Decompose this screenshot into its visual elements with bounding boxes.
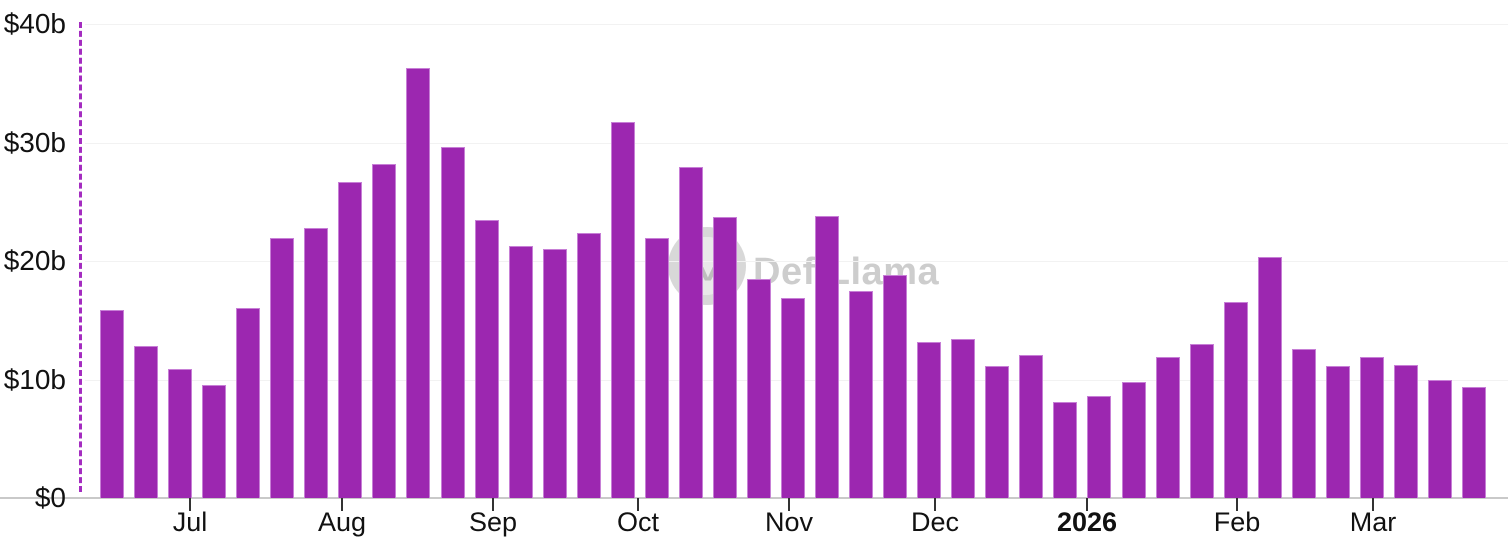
bar[interactable] — [1224, 302, 1248, 498]
bar[interactable] — [1087, 396, 1111, 498]
bar[interactable] — [1326, 366, 1350, 498]
bar[interactable] — [747, 278, 771, 498]
bar[interactable] — [338, 181, 362, 498]
x-axis-tick-label: Oct — [616, 507, 660, 537]
y-gridline — [85, 142, 1508, 144]
bar[interactable] — [509, 245, 533, 498]
bar[interactable] — [815, 215, 839, 498]
bar[interactable] — [1190, 343, 1214, 498]
x-axis-tick — [189, 498, 191, 511]
bar[interactable] — [781, 297, 805, 498]
x-axis-tick-label: Nov — [764, 507, 814, 537]
bar[interactable] — [100, 309, 124, 498]
bar[interactable] — [1292, 348, 1316, 498]
x-axis-tick-label: Jul — [172, 507, 208, 537]
bar[interactable] — [270, 238, 294, 498]
bar[interactable] — [441, 147, 465, 498]
watermark-text: DefiLlama — [753, 251, 940, 293]
bar[interactable] — [883, 275, 907, 498]
bar[interactable] — [543, 249, 567, 498]
bar[interactable] — [406, 67, 430, 498]
x-axis-tick-label: 2026 — [1056, 507, 1118, 537]
bar[interactable] — [951, 339, 975, 498]
bar[interactable] — [1053, 402, 1077, 498]
x-axis-tick-label: Sep — [468, 507, 518, 537]
x-axis-tick — [1086, 498, 1088, 511]
x-axis-line — [0, 497, 1508, 499]
bar[interactable] — [372, 163, 396, 498]
bar[interactable] — [645, 238, 669, 498]
x-axis-tick — [1372, 498, 1374, 511]
bar[interactable] — [168, 368, 192, 498]
x-axis-tick-label: Mar — [1349, 507, 1397, 537]
x-axis-tick — [1236, 498, 1238, 511]
y-gridline — [85, 261, 1508, 262]
bar[interactable] — [917, 341, 941, 498]
x-axis-tick — [934, 498, 936, 511]
bar[interactable] — [577, 232, 601, 498]
bar[interactable] — [236, 308, 260, 498]
y-axis-tick-label: $40b — [3, 8, 66, 39]
bar[interactable] — [304, 227, 328, 498]
y-gridline — [85, 24, 1508, 25]
y-axis-dashed-line — [79, 22, 82, 492]
x-axis-tick-label: Feb — [1213, 507, 1261, 537]
bar[interactable] — [985, 366, 1009, 498]
y-axis-tick-label: $0 — [34, 482, 66, 513]
bar[interactable] — [475, 219, 499, 498]
bar[interactable] — [849, 290, 873, 498]
bar[interactable] — [1019, 354, 1043, 498]
bar[interactable] — [1462, 386, 1486, 498]
x-axis-tick — [341, 498, 343, 511]
bar[interactable] — [1122, 381, 1146, 498]
bar[interactable] — [134, 346, 158, 498]
bar[interactable] — [679, 167, 703, 498]
x-axis-tick — [492, 498, 494, 511]
bar[interactable] — [202, 385, 226, 498]
bar[interactable] — [1394, 365, 1418, 498]
x-axis-tick — [637, 498, 639, 511]
bar[interactable] — [611, 122, 635, 498]
bar[interactable] — [1156, 356, 1180, 498]
y-axis-tick-label: $10b — [3, 363, 66, 395]
x-axis-tick-label: Dec — [910, 507, 960, 537]
bar[interactable] — [1360, 356, 1384, 498]
x-axis-tick — [788, 498, 790, 511]
bar[interactable] — [1258, 257, 1282, 498]
bar[interactable] — [713, 217, 737, 498]
y-axis-tick-label: $30b — [3, 126, 66, 158]
bar[interactable] — [1428, 379, 1452, 498]
y-axis-tick-label: $20b — [3, 245, 66, 276]
x-axis-tick-label: Aug — [317, 507, 367, 537]
